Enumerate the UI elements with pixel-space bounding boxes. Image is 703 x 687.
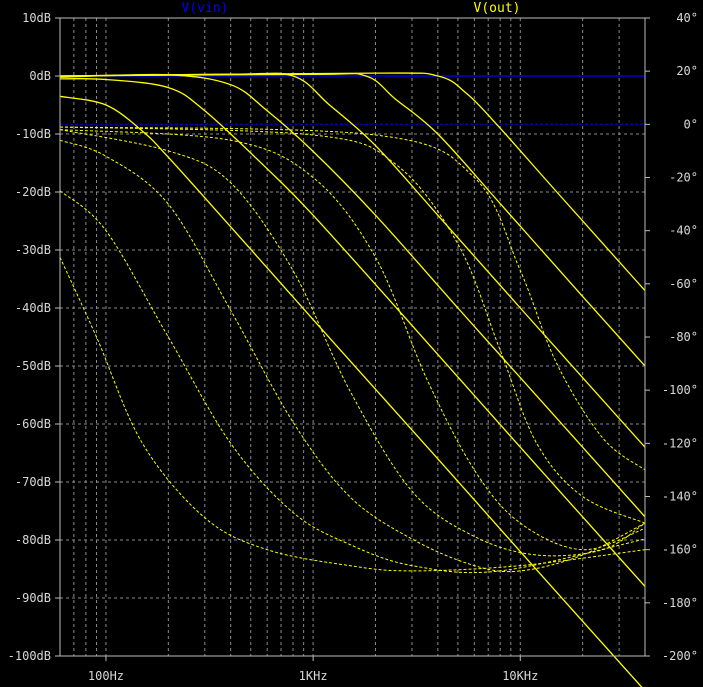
x-tick-label: 100Hz — [88, 669, 124, 683]
x-axis-ticks: 100Hz 1KHz 10KHz — [88, 656, 538, 683]
left-tick-label: -80dB — [15, 533, 51, 547]
out-magnitude-trace — [59, 72, 646, 292]
x-tick-label: 1KHz — [299, 669, 328, 683]
out-phase-trace — [59, 129, 646, 557]
out-phase-trace — [59, 126, 646, 471]
right-tick-label: -40° — [669, 224, 698, 238]
left-tick-label: 0dB — [29, 69, 51, 83]
out-phase-trace — [59, 139, 646, 573]
out-magnitude-trace — [59, 78, 646, 587]
right-tick-label: -140° — [662, 490, 698, 504]
out-phase-trace — [59, 257, 646, 572]
right-axis-ticks: 40° 20° 0° -20° -40° -60° -80° -100° -120° -140° -… — [645, 11, 698, 663]
right-tick-label: -200° — [662, 649, 698, 663]
left-tick-label: 10dB — [22, 11, 51, 25]
right-tick-label: -180° — [662, 596, 698, 610]
left-tick-label: -100dB — [8, 649, 51, 663]
left-tick-label: -90dB — [15, 591, 51, 605]
left-tick-label: -70dB — [15, 475, 51, 489]
left-axis-ticks: 10dB 0dB -10dB -20dB -30dB -40dB -50dB -60dB -70… — [8, 11, 60, 663]
left-tick-label: -10dB — [15, 127, 51, 141]
right-tick-label: -20° — [669, 171, 698, 185]
legend-label: V(vin) — [182, 1, 229, 16]
out-phase-trace — [59, 129, 646, 551]
right-tick-label: -80° — [669, 330, 698, 344]
left-tick-label: -40dB — [15, 301, 51, 315]
legend-label: V(out) — [474, 1, 521, 16]
right-tick-label: 40° — [676, 11, 698, 25]
left-tick-label: -50dB — [15, 359, 51, 373]
out-phase-trace — [59, 190, 646, 574]
right-tick-label: -160° — [662, 543, 698, 557]
traces — [59, 72, 646, 687]
right-tick-label: -60° — [669, 277, 698, 291]
out-phase-trace — [59, 126, 646, 524]
right-tick-label: -120° — [662, 436, 698, 450]
right-tick-label: 0° — [684, 117, 698, 131]
right-tick-label: -100° — [662, 383, 698, 397]
left-tick-label: -60dB — [15, 417, 51, 431]
legend: V(vin) V(out) — [182, 1, 521, 16]
grid — [59, 17, 646, 657]
right-tick-label: 20° — [676, 64, 698, 78]
out-magnitude-trace — [59, 95, 643, 687]
x-tick-label: 10KHz — [502, 669, 538, 683]
left-tick-label: -20dB — [15, 185, 51, 199]
out-magnitude-trace — [59, 73, 646, 518]
left-tick-label: -30dB — [15, 243, 51, 257]
